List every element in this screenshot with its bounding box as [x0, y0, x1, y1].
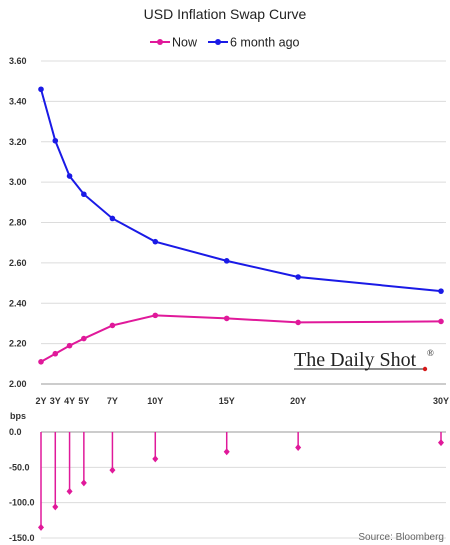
x-tick-label: 20Y	[290, 396, 306, 406]
data-point	[109, 215, 116, 222]
change-bar-marker	[152, 455, 159, 463]
y-tick-label: 3.20	[9, 137, 27, 147]
data-point	[223, 258, 230, 264]
top-chart-gridlines	[41, 60, 446, 385]
data-point	[295, 274, 301, 280]
y-tick-label: 3.00	[9, 177, 27, 187]
legend-label: 6 month ago	[230, 36, 300, 50]
x-tick-label: 4Y	[64, 396, 75, 406]
change-bar-marker	[52, 503, 59, 511]
legend-label: Now	[172, 36, 198, 50]
data-point	[152, 312, 159, 319]
data-point	[223, 315, 230, 322]
top-chart-y-tick-labels: 2.00 2.20 2.40 2.60 2.80 3.00 3.20 3.40 3.60	[9, 56, 27, 389]
data-point	[81, 335, 87, 342]
data-point	[295, 319, 301, 326]
data-point	[438, 288, 444, 294]
x-tick-label: 3Y	[50, 396, 61, 406]
daily-shot-watermark: The Daily Shot ®	[294, 348, 434, 372]
y-tick-label: 2.60	[9, 258, 27, 268]
x-tick-label: 2Y	[35, 396, 46, 406]
x-tick-label: 10Y	[147, 396, 163, 406]
series-line-6-month-ago	[40, 88, 442, 293]
x-tick-label: 7Y	[107, 396, 118, 406]
legend-swatch-marker	[215, 39, 221, 45]
y-tick-label: 2.40	[9, 298, 27, 308]
y-tick-label: 2.80	[9, 218, 27, 228]
x-tick-label: 15Y	[219, 396, 235, 406]
source-note: Source: Bloomberg	[358, 532, 444, 543]
watermark-red-dot	[422, 366, 428, 372]
data-point	[52, 137, 59, 144]
x-tick-label: 5Y	[78, 396, 89, 406]
y-tick-label: 3.40	[9, 96, 27, 106]
bottom-chart-y-axis-label: bps	[10, 411, 26, 421]
change-bar-marker	[109, 466, 116, 474]
data-point	[38, 86, 44, 93]
y-tick-label: -50.0	[9, 462, 30, 472]
bottom-chart-bars	[38, 432, 444, 531]
data-point	[109, 322, 116, 329]
x-tick-label: 30Y	[433, 396, 449, 406]
data-point	[66, 173, 73, 179]
data-point	[81, 191, 87, 198]
legend: Now 6 month ago	[150, 36, 300, 50]
bottom-chart-y-tick-labels: 0.0 -50.0 -100.0 -150.0	[9, 427, 35, 543]
change-bar-marker	[438, 439, 444, 447]
watermark-registered-mark: ®	[427, 348, 434, 358]
top-chart-series	[38, 86, 444, 365]
chart-title: USD Inflation Swap Curve	[144, 6, 307, 22]
watermark-text: The Daily Shot	[294, 349, 417, 371]
y-tick-label: 3.60	[9, 56, 27, 66]
y-tick-label: -100.0	[9, 498, 35, 508]
change-bar-marker	[80, 479, 87, 487]
data-point	[152, 238, 159, 245]
y-tick-label: 0.0	[9, 427, 22, 437]
y-tick-label: 2.00	[9, 379, 27, 389]
legend-swatch-marker	[157, 39, 163, 45]
data-point	[38, 358, 44, 365]
bottom-chart-gridlines	[41, 431, 446, 539]
change-bar-marker	[223, 448, 230, 456]
y-tick-label: 2.20	[9, 339, 27, 349]
top-chart-x-tick-labels: 2Y 3Y 4Y 5Y 7Y 10Y 15Y 20Y 30Y	[35, 396, 449, 406]
change-bar-marker	[295, 444, 302, 452]
y-tick-label: -150.0	[9, 533, 35, 543]
data-point	[52, 350, 59, 357]
change-bar-marker	[38, 523, 44, 531]
data-point	[438, 318, 444, 325]
data-point	[66, 342, 73, 349]
change-bar-marker	[66, 487, 73, 495]
